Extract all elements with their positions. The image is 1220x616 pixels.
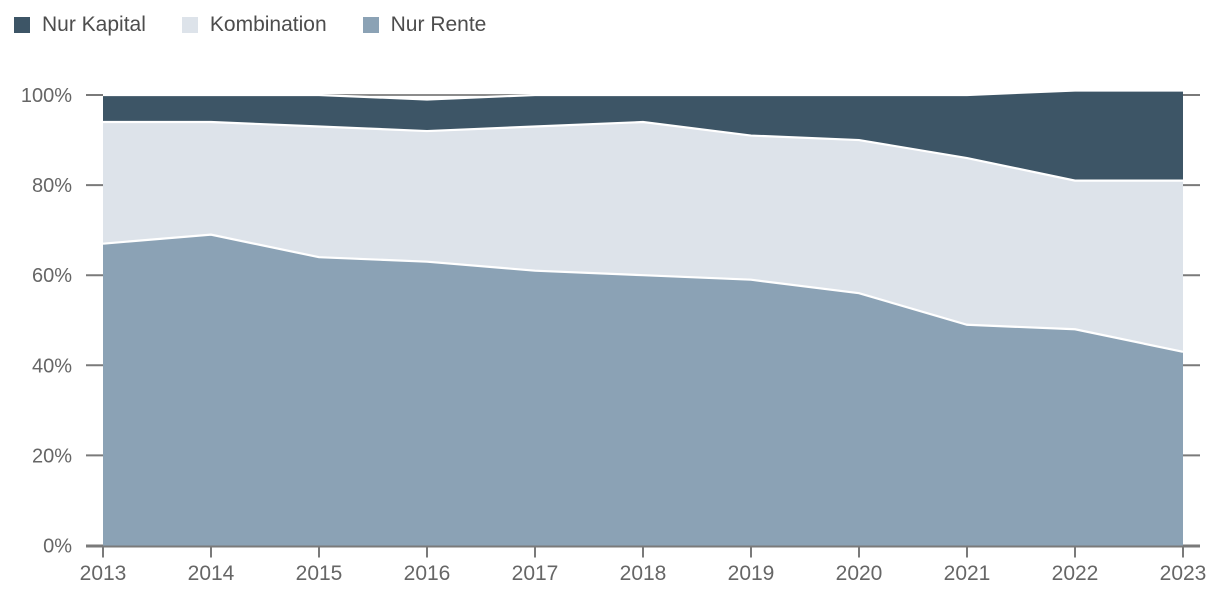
x-axis-tick-label: 2014 — [188, 562, 235, 585]
x-axis-tick-label: 2020 — [836, 562, 883, 585]
y-axis-tick-label: 100% — [21, 85, 72, 107]
legend-label-nur-kapital: Nur Kapital — [42, 13, 146, 36]
legend-swatch-kombination-icon — [181, 16, 198, 33]
legend-label-kombination: Kombination — [209, 13, 327, 36]
y-axis-tick-label: 80% — [32, 175, 72, 197]
x-axis-tick-label: 2013 — [80, 562, 127, 585]
x-axis-tick-label: 2023 — [1160, 562, 1207, 585]
legend-swatch-nur-rente-icon — [362, 16, 379, 33]
y-axis-tick-label: 40% — [32, 355, 72, 377]
x-axis-tick-label: 2019 — [728, 562, 775, 585]
y-axis-tick-label: 60% — [32, 265, 72, 287]
y-axis-tick-label: 0% — [43, 536, 72, 558]
legend-label-nur-rente: Nur Rente — [390, 13, 487, 36]
legend-item-kombination: Kombination — [181, 13, 327, 36]
y-axis-tick-label: 20% — [32, 445, 72, 467]
x-axis-tick-label: 2021 — [944, 562, 991, 585]
x-axis-tick-label: 2016 — [404, 562, 451, 585]
legend-item-nur-rente: Nur Rente — [362, 13, 487, 36]
x-axis-tick-label: 2015 — [296, 562, 343, 585]
x-axis-tick-label: 2018 — [620, 562, 667, 585]
x-axis-tick-label: 2022 — [1052, 562, 1099, 585]
legend-item-nur-kapital: Nur Kapital — [14, 14, 146, 35]
chart-legend: Nur Kapital Kombination Nur Rente — [14, 14, 486, 35]
x-axis-tick-label: 2017 — [512, 562, 559, 585]
area-nur-rente — [103, 234, 1183, 546]
legend-swatch-nur-kapital-icon — [14, 16, 30, 33]
